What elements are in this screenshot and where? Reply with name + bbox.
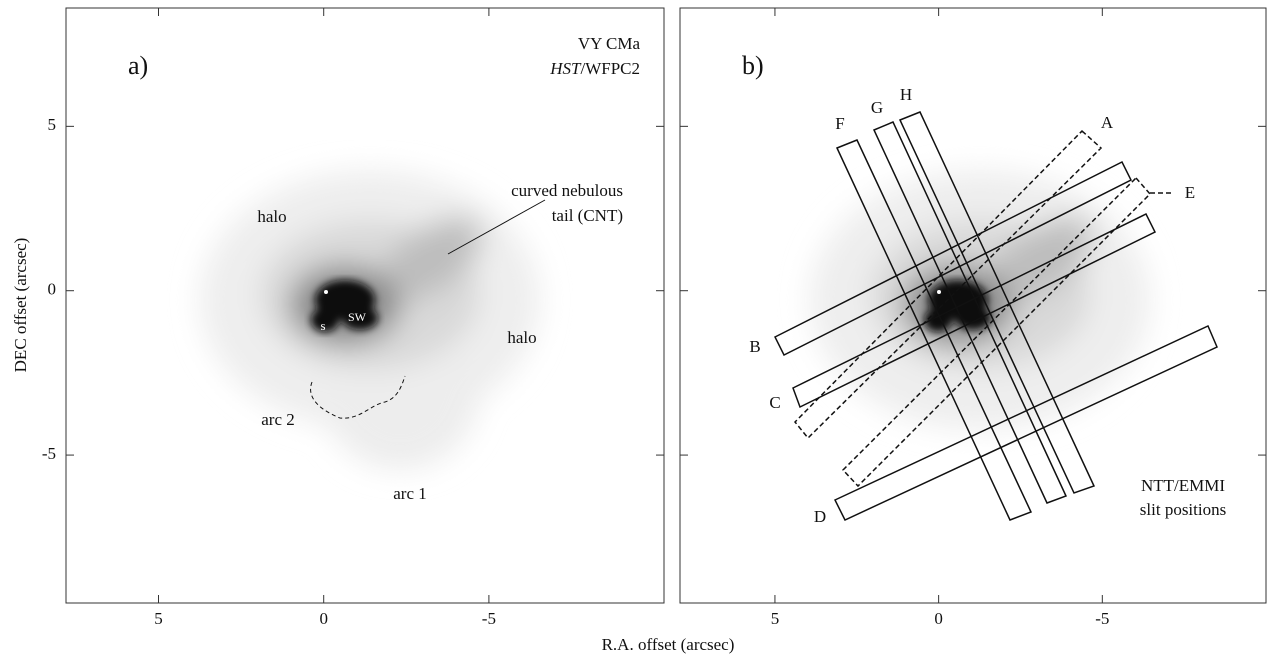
annotation: s	[320, 318, 325, 333]
nebula-image	[200, 170, 540, 470]
slit-label: D	[814, 507, 826, 526]
slit	[773, 160, 1133, 357]
annotation: halo	[507, 328, 536, 347]
slit-label: B	[749, 337, 760, 356]
x-tick-label: -5	[482, 609, 496, 628]
slit	[792, 212, 1157, 409]
annotation: slit positions	[1140, 500, 1226, 519]
slit-label: A	[1101, 113, 1114, 132]
panel-title: HST/WFPC2	[549, 59, 640, 78]
slit-label: C	[769, 393, 780, 412]
slit	[793, 129, 1103, 440]
title-part: /WFPC2	[580, 59, 640, 78]
y-tick-label: 5	[48, 115, 57, 134]
slit	[872, 121, 1068, 504]
annotation: halo	[257, 207, 286, 226]
y-tick-label: -5	[42, 444, 56, 463]
slit	[833, 324, 1218, 521]
x-tick-label: 5	[771, 609, 780, 628]
pointer-line	[447, 199, 546, 255]
slits	[773, 111, 1218, 521]
x-tick-label: 0	[934, 609, 943, 628]
slit-label: F	[835, 114, 844, 133]
nebula-image	[810, 170, 1150, 430]
x-axis-label: R.A. offset (arcsec)	[602, 635, 735, 654]
plot-frame	[65, 7, 665, 604]
y-tick-label: 0	[48, 280, 57, 299]
annotation: arc 2	[261, 410, 295, 429]
panel-label: a)	[128, 51, 148, 80]
slit	[835, 139, 1033, 521]
x-tick-label: -5	[1095, 609, 1109, 628]
annotation: NTT/EMMI	[1141, 476, 1225, 495]
slit	[898, 111, 1096, 494]
x-tick-label: 0	[319, 609, 328, 628]
panel-title: VY CMa	[578, 34, 641, 53]
annotation: SW	[348, 310, 367, 324]
annotation: tail (CNT)	[552, 206, 623, 225]
slit-label: H	[900, 85, 912, 104]
x-tick-label: 5	[154, 609, 163, 628]
plot-frame	[679, 7, 1267, 604]
slit-label: E	[1185, 183, 1195, 202]
arc-outline	[310, 375, 406, 419]
panel-label: b)	[742, 51, 764, 80]
title-part: HST	[549, 59, 582, 78]
annotation: curved nebulous	[511, 181, 623, 200]
y-axis-label: DEC offset (arcsec)	[11, 238, 30, 373]
slit-label: G	[871, 98, 883, 117]
annotation: arc 1	[393, 484, 427, 503]
slit	[841, 176, 1152, 488]
